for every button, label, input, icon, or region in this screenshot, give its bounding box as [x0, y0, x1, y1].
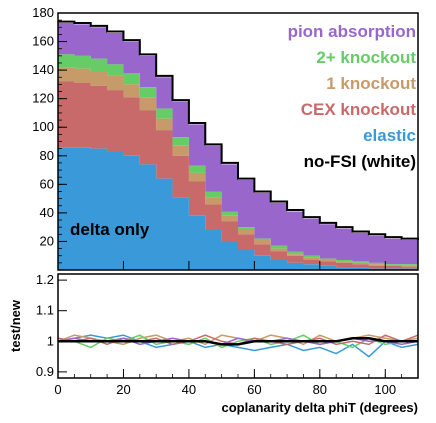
bottom-ticks: 0.9 1 1.1 1.2 0 20 40 60 80 100: [36, 272, 419, 397]
y-tick-label: 40: [40, 205, 54, 220]
legend-entry-elastic: elastic: [363, 126, 416, 145]
y-tick-label: 1.2: [36, 272, 54, 287]
y-tick-label: 120: [32, 91, 54, 106]
legend-entry-cex-knockout: CEX knockout: [301, 100, 417, 119]
x-axis-title: coplanarity delta phiT (degrees): [222, 400, 419, 415]
legend-entry-pion-absorption: pion absorption: [288, 22, 416, 41]
x-tick-label: 100: [374, 382, 396, 397]
y-tick-label: 1: [47, 333, 54, 348]
legend-entry-no-fsi-white: no-FSI (white): [304, 152, 416, 171]
ratio-line-0: [57, 334, 419, 358]
legend-entry-1-knockout: 1 knockout: [326, 74, 416, 93]
y-tick-label: 80: [40, 148, 54, 163]
ratio-line-5: [58, 336, 418, 346]
area-elastic: [58, 147, 418, 270]
bottom-panel: 0.9 1 1.1 1.2 0 20 40 60 80 100 test/new coplanar…: [8, 272, 419, 415]
y-tick-label: 140: [32, 62, 54, 77]
x-tick-label: 20: [116, 382, 130, 397]
top-ticks: 20 40 60 80 100 120 140 160 180: [32, 5, 386, 271]
y-tick-label: 0.9: [36, 364, 54, 379]
x-tick-label: 0: [54, 382, 61, 397]
y-axis-title: test/new: [8, 299, 23, 352]
x-tick-label: 80: [313, 382, 327, 397]
y-tick-label: 60: [40, 176, 54, 191]
annotation-delta-only: delta only: [70, 220, 150, 239]
stacked-areas: [58, 22, 418, 270]
y-tick-label: 180: [32, 5, 54, 20]
bottom-frame: [57, 273, 419, 379]
legend: pion absorption 2+ knockout 1 knockout CEX …: [288, 22, 417, 171]
y-tick-label: 1.1: [36, 303, 54, 318]
area-cex-knockout: [58, 81, 418, 269]
area-pion-absorption: [58, 22, 418, 266]
y-tick-label: 20: [40, 233, 54, 248]
x-tick-label: 60: [247, 382, 261, 397]
legend-entry-2-knockout: 2+ knockout: [316, 48, 416, 67]
x-tick-label: 40: [182, 382, 196, 397]
y-tick-label: 100: [32, 119, 54, 134]
ratio-lines: [57, 334, 419, 358]
total-outline: [58, 20, 419, 241]
outline-no-fsi-white: [58, 20, 419, 241]
y-tick-label: 160: [32, 34, 54, 49]
